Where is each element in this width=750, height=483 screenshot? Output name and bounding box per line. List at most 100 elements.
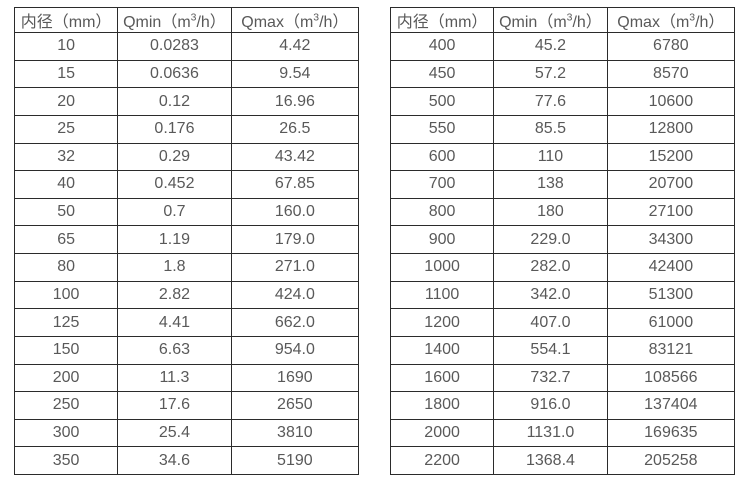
qmin-cell: 554.1 bbox=[493, 335, 608, 365]
qmax-cell: 27100 bbox=[606, 197, 736, 227]
qmin-cell: 57.2 bbox=[493, 59, 608, 89]
table-row: 1400 554.1 83121 bbox=[389, 335, 736, 365]
qmax-cell: 51300 bbox=[606, 280, 736, 310]
diameter-cell: 300 bbox=[13, 418, 119, 448]
table-row: 400 45.2 6780 bbox=[389, 32, 736, 61]
qmin-cell: 732.7 bbox=[493, 363, 608, 393]
qmax-cell: 83121 bbox=[606, 335, 736, 365]
qmax-cell: 169635 bbox=[606, 418, 736, 448]
diameter-cell: 65 bbox=[13, 225, 119, 254]
diameter-cell: 1000 bbox=[389, 253, 495, 282]
diameter-cell: 40 bbox=[13, 170, 119, 199]
header-cell-qmin: Qmin（m3/h） bbox=[117, 7, 232, 33]
qmax-cell: 8570 bbox=[606, 59, 736, 89]
qmax-cell: 43.42 bbox=[230, 142, 360, 172]
table-row: 150 6.63 954.0 bbox=[13, 335, 360, 365]
table-row: 250 17.6 2650 bbox=[13, 391, 360, 420]
table-body: 400 45.2 6780 450 57.2 8570 500 77.6 10600 550 85.… bbox=[389, 32, 736, 475]
qmax-cell: 6780 bbox=[606, 32, 736, 61]
diameter-cell: 20 bbox=[13, 87, 119, 116]
table-row: 50 0.7 160.0 bbox=[13, 197, 360, 227]
table-body: 10 0.0283 4.42 15 0.0636 9.54 20 0.12 16.96 25 0.1… bbox=[13, 32, 360, 475]
qmin-cell: 138 bbox=[493, 170, 608, 199]
qmin-cell: 282.0 bbox=[493, 253, 608, 282]
table-row: 32 0.29 43.42 bbox=[13, 142, 360, 172]
qmax-cell: 9.54 bbox=[230, 59, 360, 89]
flow-table-small-diameters: 内径（mm） Qmin（m3/h） Qmax（m3/h） 10 0.0283 4.42 1… bbox=[13, 7, 360, 475]
diameter-cell: 500 bbox=[389, 87, 495, 116]
header-cell-diameter: 内径（mm） bbox=[13, 7, 119, 33]
table-row: 1000 282.0 42400 bbox=[389, 253, 736, 282]
qmax-cell: 160.0 bbox=[230, 197, 360, 227]
diameter-cell: 550 bbox=[389, 114, 495, 144]
qmin-cell: 407.0 bbox=[493, 308, 608, 337]
diameter-cell: 1400 bbox=[389, 335, 495, 365]
qmax-cell: 205258 bbox=[606, 446, 736, 475]
qmin-cell: 0.452 bbox=[117, 170, 232, 199]
table-row: 450 57.2 8570 bbox=[389, 59, 736, 89]
qmax-cell: 15200 bbox=[606, 142, 736, 172]
diameter-cell: 32 bbox=[13, 142, 119, 172]
header-cell-qmin: Qmin（m3/h） bbox=[493, 7, 608, 33]
diameter-cell: 100 bbox=[13, 280, 119, 310]
qmax-cell: 108566 bbox=[606, 363, 736, 393]
qmin-cell: 6.63 bbox=[117, 335, 232, 365]
table-row: 2200 1368.4 205258 bbox=[389, 446, 736, 475]
table-row: 550 85.5 12800 bbox=[389, 114, 736, 144]
qmin-cell: 342.0 bbox=[493, 280, 608, 310]
qmax-cell: 954.0 bbox=[230, 335, 360, 365]
qmin-cell: 11.3 bbox=[117, 363, 232, 393]
qmax-cell: 61000 bbox=[606, 308, 736, 337]
table-row: 20 0.12 16.96 bbox=[13, 87, 360, 116]
table-header: 内径（mm） Qmin（m3/h） Qmax（m3/h） bbox=[13, 7, 360, 33]
flow-table-large-diameters: 内径（mm） Qmin（m3/h） Qmax（m3/h） 400 45.2 6780 45… bbox=[389, 7, 736, 475]
table-row: 500 77.6 10600 bbox=[389, 87, 736, 116]
qmin-cell: 34.6 bbox=[117, 446, 232, 475]
qmin-cell: 0.176 bbox=[117, 114, 232, 144]
qmin-cell: 17.6 bbox=[117, 391, 232, 420]
table-row: 1800 916.0 137404 bbox=[389, 391, 736, 420]
table-row: 100 2.82 424.0 bbox=[13, 280, 360, 310]
diameter-cell: 15 bbox=[13, 59, 119, 89]
table-row: 125 4.41 662.0 bbox=[13, 308, 360, 337]
diameter-cell: 1100 bbox=[389, 280, 495, 310]
table-row: 300 25.4 3810 bbox=[13, 418, 360, 448]
qmin-cell: 85.5 bbox=[493, 114, 608, 144]
qmax-cell: 20700 bbox=[606, 170, 736, 199]
qmin-cell: 0.7 bbox=[117, 197, 232, 227]
table-row: 1100 342.0 51300 bbox=[389, 280, 736, 310]
qmin-cell: 180 bbox=[493, 197, 608, 227]
qmin-cell: 45.2 bbox=[493, 32, 608, 61]
diameter-cell: 80 bbox=[13, 253, 119, 282]
table-row: 25 0.176 26.5 bbox=[13, 114, 360, 144]
qmax-cell: 179.0 bbox=[230, 225, 360, 254]
diameter-cell: 150 bbox=[13, 335, 119, 365]
diameter-cell: 2200 bbox=[389, 446, 495, 475]
diameter-cell: 1800 bbox=[389, 391, 495, 420]
qmax-cell: 34300 bbox=[606, 225, 736, 254]
qmin-cell: 0.0283 bbox=[117, 32, 232, 61]
qmax-cell: 12800 bbox=[606, 114, 736, 144]
header-row: 内径（mm） Qmin（m3/h） Qmax（m3/h） bbox=[13, 7, 360, 33]
diameter-cell: 200 bbox=[13, 363, 119, 393]
table-row: 200 11.3 1690 bbox=[13, 363, 360, 393]
qmax-cell: 67.85 bbox=[230, 170, 360, 199]
table-row: 15 0.0636 9.54 bbox=[13, 59, 360, 89]
qmax-cell: 10600 bbox=[606, 87, 736, 116]
table-row: 2000 1131.0 169635 bbox=[389, 418, 736, 448]
qmin-cell: 25.4 bbox=[117, 418, 232, 448]
diameter-cell: 1600 bbox=[389, 363, 495, 393]
diameter-cell: 50 bbox=[13, 197, 119, 227]
diameter-cell: 125 bbox=[13, 308, 119, 337]
qmin-cell: 110 bbox=[493, 142, 608, 172]
qmin-cell: 2.82 bbox=[117, 280, 232, 310]
table-row: 800 180 27100 bbox=[389, 197, 736, 227]
diameter-cell: 25 bbox=[13, 114, 119, 144]
qmin-cell: 1.19 bbox=[117, 225, 232, 254]
table-header: 内径（mm） Qmin（m3/h） Qmax（m3/h） bbox=[389, 7, 736, 33]
table-row: 65 1.19 179.0 bbox=[13, 225, 360, 254]
diameter-cell: 350 bbox=[13, 446, 119, 475]
qmax-cell: 16.96 bbox=[230, 87, 360, 116]
qmax-cell: 26.5 bbox=[230, 114, 360, 144]
qmin-cell: 1.8 bbox=[117, 253, 232, 282]
